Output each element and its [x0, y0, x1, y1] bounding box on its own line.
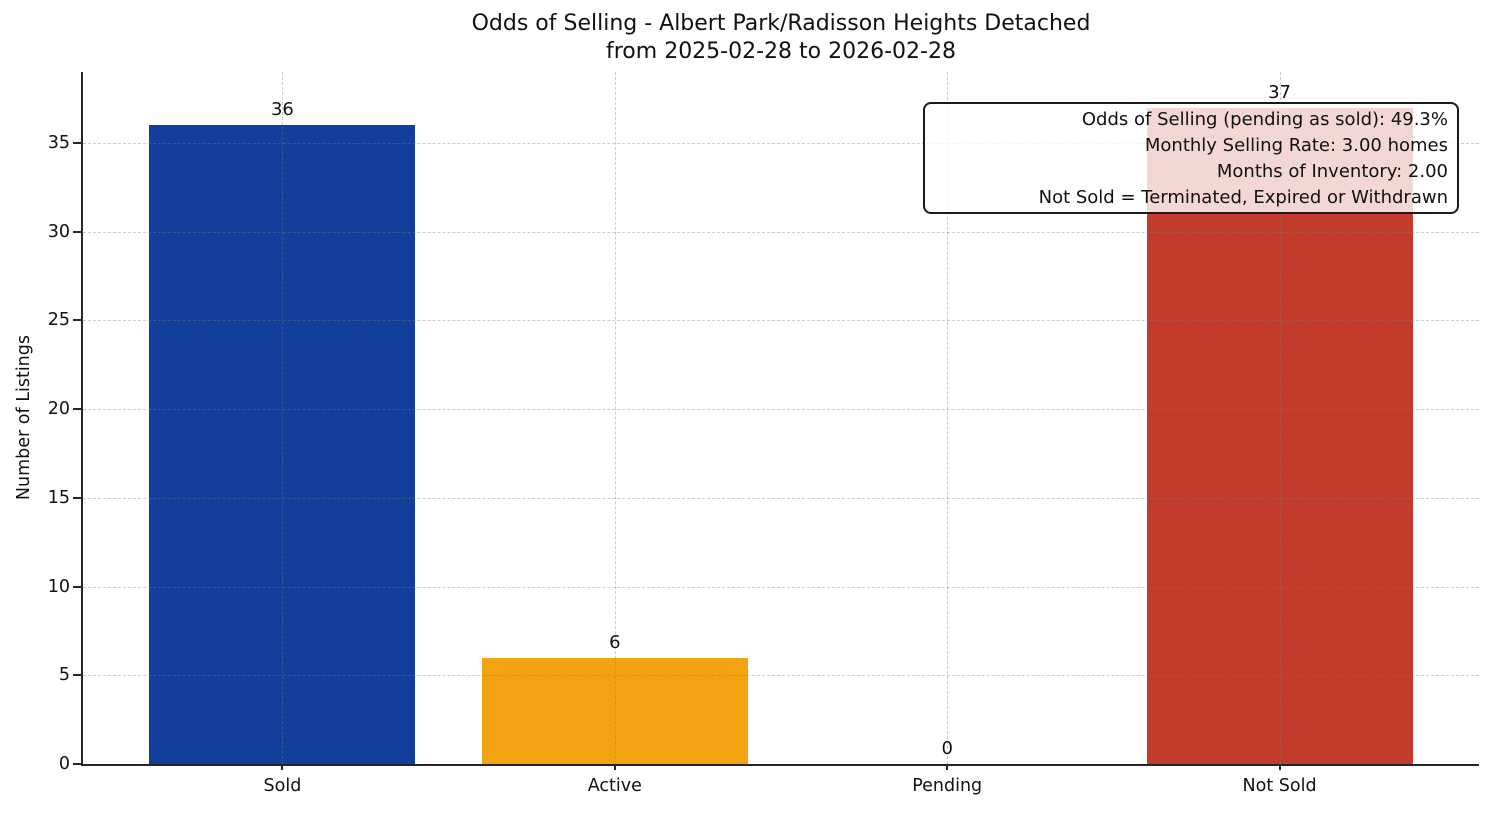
y-tick-label: 5: [58, 665, 70, 686]
horizontal-gridline: [83, 142, 1479, 144]
x-tick-label: Not Sold: [1242, 776, 1317, 796]
y-tick-label: 20: [47, 399, 70, 420]
y-axis-spine: [81, 72, 83, 764]
annotation-line: Odds of Selling (pending as sold): 49.3%: [1081, 109, 1448, 130]
bar: [149, 125, 416, 764]
chart-title: Odds of Selling - Albert Park/Radisson H…: [471, 11, 1091, 36]
annotation-line: Months of Inventory: 2.00: [1216, 161, 1448, 182]
y-tick-label: 15: [47, 487, 70, 508]
y-tick-mark: [73, 408, 81, 411]
y-tick-label: 30: [47, 221, 70, 242]
y-tick-mark: [73, 230, 81, 233]
chart-title-block: Odds of Selling - Albert Park/Radisson H…: [83, 10, 1479, 66]
y-tick-mark: [73, 674, 81, 677]
bar-value-label: 0: [941, 738, 953, 759]
bar-value-label: 36: [270, 99, 294, 121]
y-tick-mark: [73, 496, 81, 499]
vertical-gridline: [1279, 72, 1281, 764]
horizontal-gridline: [83, 231, 1479, 233]
chart-subtitle: from 2025-02-28 to 2026-02-28: [606, 39, 956, 64]
y-tick-mark: [73, 585, 81, 588]
vertical-gridline: [282, 72, 284, 764]
vertical-gridline: [947, 72, 949, 764]
y-tick-label: 10: [47, 576, 70, 597]
annotation-line: Not Sold = Terminated, Expired or Withdr…: [1038, 187, 1448, 208]
y-tick-label: 0: [58, 754, 70, 774]
y-tick-label: 35: [47, 132, 70, 153]
y-tick-mark: [73, 141, 81, 144]
y-tick-mark: [73, 319, 81, 322]
plot-area: 36 6 0 37 0 5 10 15 20 25 30 35 Sold Active Pending No…: [48, 72, 1479, 796]
horizontal-gridline: [83, 675, 1479, 677]
x-tick-label: Sold: [263, 776, 302, 796]
x-tick-label: Active: [587, 776, 642, 796]
horizontal-gridline: [83, 497, 1479, 499]
x-tick-mark: [946, 764, 949, 770]
bar: [481, 657, 748, 764]
y-tick-label: 25: [47, 310, 70, 331]
annotation-line: Monthly Selling Rate: 3.00 homes: [1144, 135, 1448, 156]
bar: [1146, 107, 1413, 764]
x-tick-mark: [613, 764, 616, 770]
annotation-box: Odds of Selling (pending as sold): 49.3%…: [923, 102, 1459, 214]
vertical-gridline: [614, 72, 616, 764]
x-tick-mark: [281, 764, 284, 770]
horizontal-gridline: [83, 320, 1479, 322]
horizontal-gridline: [83, 586, 1479, 588]
bar-value-label: 6: [609, 631, 621, 653]
x-tick-label: Pending: [912, 776, 983, 796]
x-axis-spine: [81, 763, 1479, 766]
y-tick-mark: [73, 763, 81, 765]
horizontal-gridline: [83, 409, 1479, 411]
x-tick-mark: [1278, 764, 1281, 770]
bar-value-label: 37: [1268, 81, 1292, 103]
